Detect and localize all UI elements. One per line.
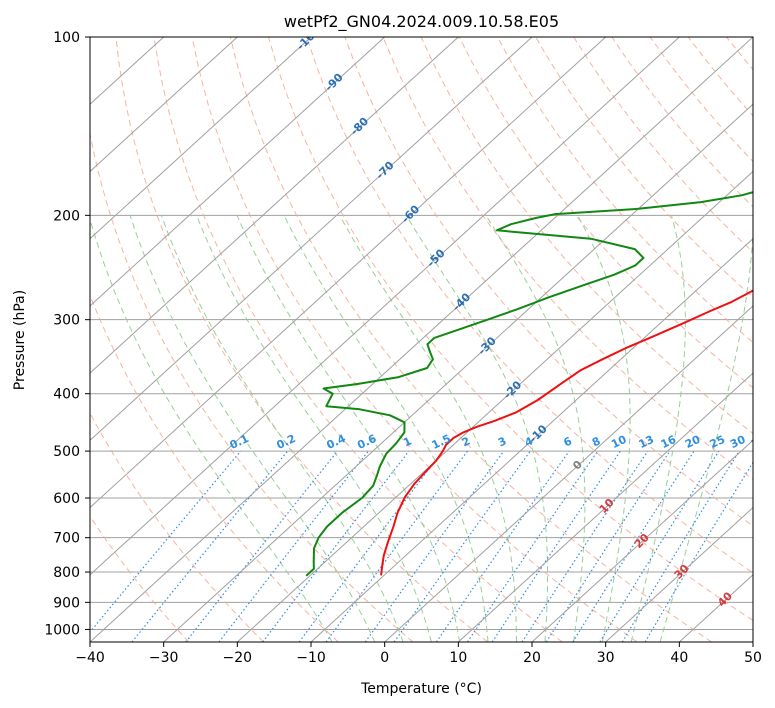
mixing-ratio-label: 25	[708, 433, 727, 451]
isotherm-line	[90, 37, 753, 642]
isotherm-line	[90, 37, 459, 374]
dry-adiabat-line	[90, 412, 264, 642]
y-tick-label: 300	[53, 313, 80, 329]
y-axis-ticks: 100 200 300 400 500 600 700 800 900 1000	[44, 30, 90, 638]
y-tick-label: 700	[53, 531, 80, 547]
x-tick-label: 20	[523, 650, 541, 666]
moist-adiabat-line	[196, 215, 432, 642]
y-tick-label: 1000	[44, 622, 80, 638]
mixing-ratio-label: 36	[749, 433, 769, 451]
mixing-ratio-line	[572, 450, 695, 642]
x-tick-label: −30	[149, 650, 179, 666]
moist-adiabat-line	[160, 215, 404, 642]
x-tick-label: −10	[296, 650, 326, 666]
x-axis-ticks: −40 −30 −20 −10 0 10 20 30 40 50	[75, 642, 762, 666]
plot-area: -100-90-80-70-60-50-40-30-20-10010203040…	[90, 37, 769, 642]
isotherm-line	[531, 439, 753, 642]
mixing-ratio-line	[298, 450, 444, 642]
x-axis-label: Temperature (°C)	[360, 681, 482, 697]
x-tick-label: −20	[223, 650, 253, 666]
mixing-ratio-line	[545, 450, 671, 642]
moist-adiabat-line	[485, 215, 586, 642]
moist-adiabat-line	[405, 215, 549, 642]
dry-adiabat-line	[90, 515, 190, 642]
dry-adiabat-line	[306, 37, 753, 574]
mixing-ratio-labels: 0.10.20.40.611.52346810131620253036	[228, 432, 769, 452]
y-tick-label: 200	[53, 208, 80, 224]
y-tick-label: 400	[53, 387, 80, 403]
mixing-ratio-label: 20	[683, 433, 703, 451]
dry-adiabat-line	[268, 37, 753, 622]
x-tick-label: 10	[449, 650, 467, 666]
isotherm-line	[90, 37, 680, 576]
mixing-ratio-line	[435, 450, 570, 642]
isotherm-line	[163, 103, 753, 642]
moist-adiabat-line	[129, 215, 376, 642]
y-tick-label: 500	[53, 444, 80, 460]
mixing-ratio-lines	[90, 450, 753, 642]
isotherm-line	[90, 37, 238, 173]
x-tick-label: 30	[597, 650, 615, 666]
moist-adiabat-line	[577, 215, 631, 642]
plot-frame	[89, 36, 754, 643]
moist-adiabat-line	[236, 215, 461, 642]
temperature-profile-line	[380, 289, 753, 576]
dry-adiabat-line	[496, 37, 753, 344]
mixing-ratio-line	[262, 450, 410, 642]
y-tick-label: 800	[53, 565, 80, 581]
mixing-ratio-label: 16	[659, 433, 679, 451]
mixing-ratio-line	[364, 450, 505, 642]
isotherm-line	[310, 237, 753, 642]
dry-adiabat-line	[90, 131, 414, 642]
isotherm-line	[90, 37, 607, 509]
isotherms	[90, 37, 753, 642]
chart-title: wetPf2_GN04.2024.009.10.58.E05	[284, 12, 559, 32]
moist-adiabat-line	[630, 215, 686, 642]
isotherm-line	[90, 37, 533, 442]
sounding-series	[305, 191, 753, 577]
x-tick-label: −40	[75, 650, 105, 666]
mixing-ratio-label: 30	[728, 433, 748, 451]
mixing-ratio-label: 10	[609, 433, 629, 451]
isotherm-line	[90, 37, 312, 240]
y-tick-label: 600	[53, 491, 80, 507]
isotherm-line	[605, 506, 753, 642]
isotherm-line	[457, 372, 753, 642]
mixing-ratio-line	[131, 450, 289, 642]
y-tick-label: 900	[53, 595, 80, 611]
x-tick-label: 50	[744, 650, 762, 666]
mixing-ratio-line	[466, 450, 599, 642]
y-tick-label: 100	[53, 30, 80, 46]
mixing-ratio-line	[491, 450, 621, 642]
isotherm-line	[384, 305, 753, 642]
mixing-ratio-label: 13	[637, 433, 656, 451]
moist-adiabats	[90, 215, 753, 642]
x-tick-label: 0	[380, 650, 389, 666]
dry-adiabat-line	[153, 37, 563, 642]
mixing-ratio-line	[90, 450, 242, 633]
dry-adiabat-line	[535, 37, 753, 298]
moist-adiabat-line	[339, 215, 517, 642]
dewpoint-profile-line	[305, 191, 753, 577]
dry-adiabat-line	[382, 37, 753, 481]
y-axis-label: Pressure (hPa)	[12, 290, 28, 390]
isotherm-line	[236, 170, 753, 642]
mixing-ratio-line	[185, 450, 339, 642]
dry-adiabat-line	[115, 37, 488, 642]
mixing-ratio-line	[521, 450, 649, 642]
x-tick-label: 40	[670, 650, 688, 666]
mixing-ratio-line	[621, 450, 740, 642]
isotherm-line	[90, 37, 386, 307]
